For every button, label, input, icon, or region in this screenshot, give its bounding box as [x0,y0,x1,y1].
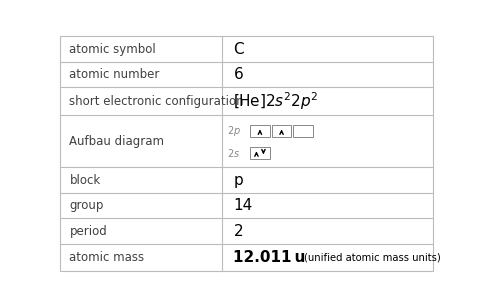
Text: group: group [69,199,104,212]
Text: atomic mass: atomic mass [69,251,144,264]
Text: atomic symbol: atomic symbol [69,43,156,56]
Text: 14: 14 [233,198,252,213]
Bar [293,125,312,137]
Text: $2p$: $2p$ [226,124,240,138]
Text: (unified atomic mass units): (unified atomic mass units) [304,252,440,262]
Text: Aufbau diagram: Aufbau diagram [69,135,164,148]
Bar [250,125,269,137]
Text: period: period [69,225,107,238]
Text: $\mathregular{[He]2}s^{\mathregular{2}}\mathregular{2}p^{\mathregular{2}}$: $\mathregular{[He]2}s^{\mathregular{2}}\… [233,91,318,112]
Text: atomic number: atomic number [69,68,159,81]
Text: block: block [69,174,100,187]
Text: 6: 6 [233,67,243,82]
Text: C: C [233,42,243,57]
Text: 2: 2 [233,224,242,239]
Text: p: p [233,173,243,188]
Bar [271,125,291,137]
Text: $2s$: $2s$ [226,147,240,159]
Bar [250,147,269,159]
Text: short electronic configuration: short electronic configuration [69,95,243,108]
Text: 12.011 u: 12.011 u [233,250,305,265]
